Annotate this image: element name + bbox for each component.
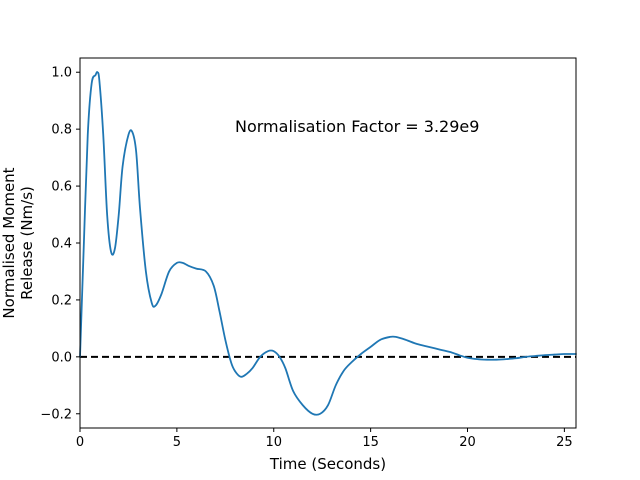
axes-frame bbox=[79, 57, 577, 429]
y-tick-label: 0.2 bbox=[51, 293, 72, 308]
y-axis-label-line-1: Normalised Moment bbox=[0, 167, 18, 318]
y-tick-label: 1.0 bbox=[51, 66, 72, 81]
y-axis-ticks: −0.2 0.0 0.2 0.4 0.6 0.8 1.0 bbox=[40, 66, 80, 422]
x-tick-label: 5 bbox=[173, 435, 181, 450]
y-tick-label: 0.0 bbox=[51, 350, 72, 365]
y-axis-label: Normalised Moment Release (Nm/s) bbox=[0, 167, 36, 318]
y-tick-label: 0.4 bbox=[51, 237, 72, 252]
x-tick-label: 10 bbox=[265, 435, 282, 450]
x-axis-label: Time (Seconds) bbox=[269, 455, 386, 473]
y-axis-label-line-2: Release (Nm/s) bbox=[18, 186, 36, 300]
series-line-0 bbox=[79, 71, 577, 416]
y-tick-label: 0.6 bbox=[51, 180, 72, 195]
x-tick-label: 25 bbox=[556, 435, 573, 450]
normalisation-annotation: Normalisation Factor = 3.29e9 bbox=[235, 117, 479, 136]
x-tick-label: 20 bbox=[459, 435, 476, 450]
x-tick-label: 15 bbox=[362, 435, 379, 450]
y-tick-label: −0.2 bbox=[40, 407, 72, 422]
x-axis-ticks: 0 5 10 15 20 25 bbox=[76, 428, 573, 450]
x-tick-label: 0 bbox=[76, 435, 84, 450]
y-tick-label: 0.8 bbox=[51, 123, 72, 138]
plot-area bbox=[79, 71, 577, 416]
